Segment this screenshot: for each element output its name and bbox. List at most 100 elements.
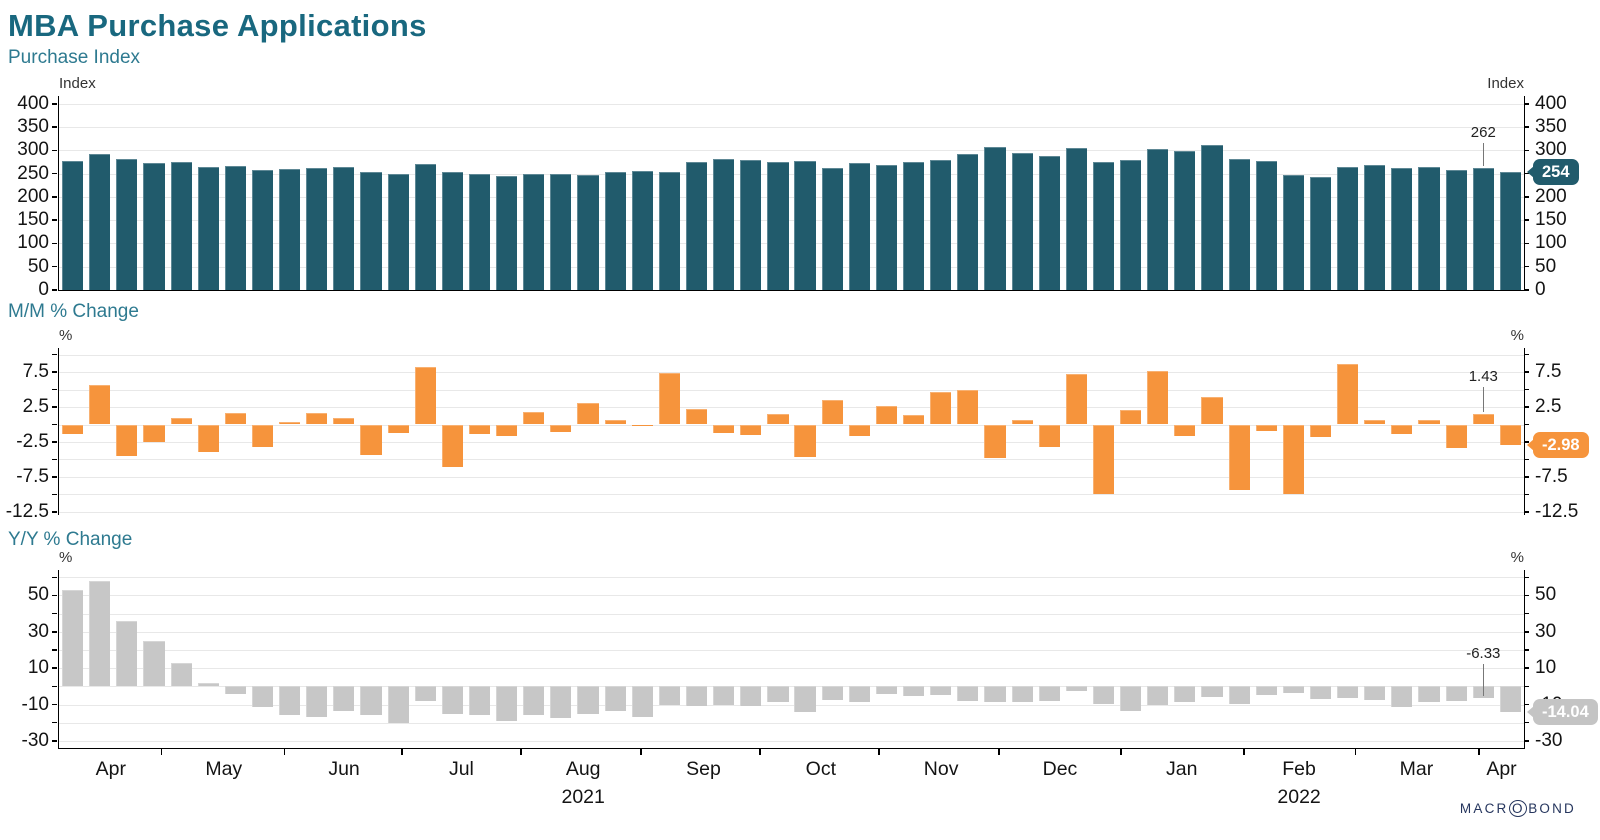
bar	[848, 686, 870, 702]
bar	[1038, 156, 1060, 290]
y-axis-label: 400	[17, 92, 49, 114]
bar	[957, 389, 979, 425]
x-axis-month-label: Oct	[805, 758, 836, 780]
bar	[496, 175, 518, 290]
axis-tick	[52, 493, 57, 496]
bar	[1120, 409, 1142, 425]
bar	[1391, 686, 1413, 707]
bar	[930, 392, 952, 425]
y-axis-label: 250	[17, 162, 49, 184]
y-axis-label: 7.5	[22, 361, 49, 382]
bar	[1472, 414, 1494, 425]
axis-tick	[52, 511, 57, 513]
bar	[903, 686, 925, 697]
bar	[1038, 686, 1060, 701]
bar	[1282, 686, 1304, 694]
gridline	[59, 220, 1524, 222]
current-value-badge: -14.04	[1526, 698, 1598, 725]
x-axis-tick	[998, 749, 1000, 755]
section-title-mm-change: M/M % Change	[8, 301, 139, 322]
bar	[170, 418, 192, 425]
gridline	[59, 577, 1524, 579]
gridline	[59, 740, 1524, 742]
bar	[1147, 370, 1169, 425]
bar	[414, 367, 436, 425]
bar	[441, 172, 463, 290]
bar	[604, 419, 626, 425]
axis-tick	[1524, 703, 1529, 706]
bar	[1309, 176, 1332, 290]
x-axis-month-label: Jan	[1165, 758, 1198, 780]
bar	[740, 160, 762, 290]
bar	[984, 424, 1006, 459]
axis-tick	[52, 576, 57, 579]
x-axis-year-label: 2021	[561, 786, 605, 808]
bar	[1282, 174, 1304, 290]
bar	[604, 172, 626, 290]
y-axis-label: 350	[17, 116, 49, 138]
bar	[930, 159, 952, 290]
axis-tick	[52, 649, 57, 651]
bar	[523, 411, 545, 425]
x-axis-tick	[401, 749, 403, 755]
bar	[794, 424, 816, 458]
bar	[279, 169, 301, 290]
bar	[658, 686, 680, 705]
x-axis-tick	[1354, 749, 1357, 755]
y-axis-label: 30	[27, 620, 49, 642]
y-axis-label: 50	[1535, 584, 1557, 606]
gridline	[59, 407, 1524, 408]
macrobond-logo: MACR O BOND	[1460, 800, 1576, 817]
bar	[1418, 419, 1440, 425]
bar	[1472, 168, 1494, 290]
annotation-line	[1483, 143, 1485, 167]
bar	[1309, 686, 1332, 699]
bar	[1445, 424, 1467, 448]
gridline	[59, 196, 1524, 198]
bar	[1445, 170, 1467, 290]
bar	[1337, 363, 1359, 425]
axis-tick	[1524, 406, 1529, 408]
bar	[903, 161, 925, 290]
bar	[1391, 424, 1413, 435]
gridline	[59, 103, 1524, 105]
axis-tick	[1524, 612, 1529, 615]
bar	[1228, 424, 1250, 490]
bar	[197, 167, 219, 290]
x-axis-tick	[759, 749, 761, 755]
axis-tick	[52, 242, 57, 245]
y-axis-label: 2.5	[1535, 396, 1562, 417]
gridline	[59, 127, 1524, 129]
logo-text-post: BOND	[1528, 801, 1576, 816]
axis-tick	[1524, 458, 1529, 461]
axis-tick	[52, 196, 57, 198]
axis-tick	[1524, 511, 1529, 513]
panel-mm-change: -12.5-12.5-7.5-7.5-2.5-2.52.52.57.57.5%%…	[6, 327, 1589, 521]
bar	[170, 162, 192, 290]
bar	[116, 159, 138, 290]
gridline	[59, 173, 1524, 175]
axis-tick	[52, 265, 57, 268]
bar	[1147, 148, 1169, 290]
bar	[197, 682, 219, 687]
x-axis-tick	[520, 749, 522, 755]
gridline	[59, 511, 1524, 513]
bar	[1228, 686, 1250, 704]
data-point-label: 1.43	[1468, 368, 1498, 385]
gridline	[59, 704, 1524, 706]
y-axis-label: -30	[1535, 729, 1563, 751]
axis-tick	[1524, 388, 1529, 391]
bar	[767, 414, 789, 425]
axis-tick	[52, 371, 57, 373]
y-axis-label: 100	[17, 232, 49, 254]
gridline	[59, 494, 1524, 496]
bar	[251, 169, 274, 290]
y-axis-label: 300	[17, 139, 49, 161]
bar	[658, 372, 680, 425]
bar	[387, 424, 409, 433]
bar	[360, 172, 382, 290]
gridline	[59, 424, 1524, 426]
bar	[468, 686, 491, 715]
bar	[1011, 419, 1033, 425]
bar	[279, 686, 301, 716]
